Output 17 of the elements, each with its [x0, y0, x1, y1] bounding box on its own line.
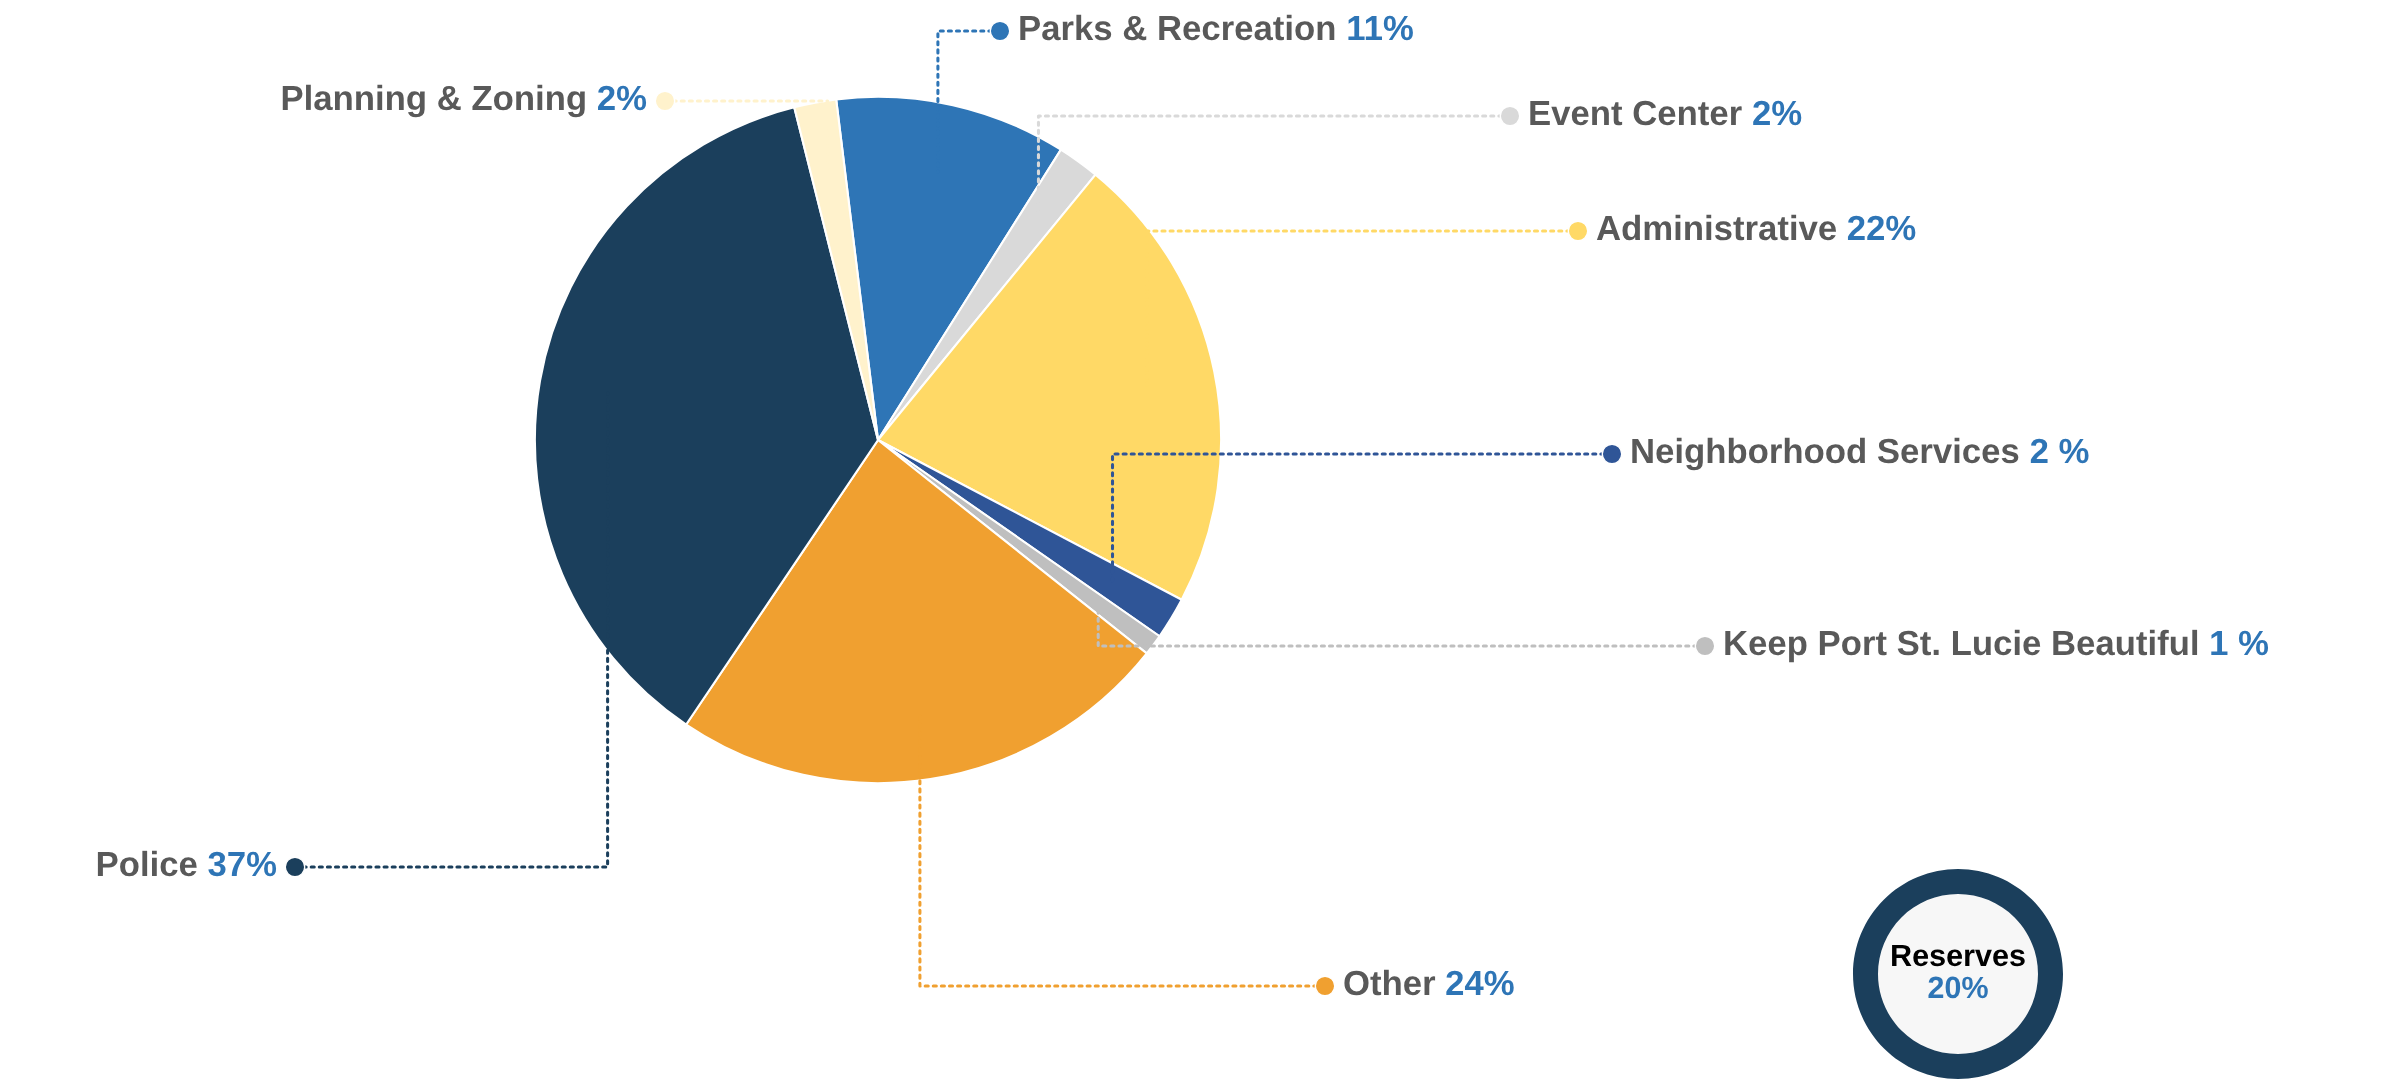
data-label: 24% — [1446, 970, 1514, 996]
legend-label: Event Center — [1530, 100, 1742, 126]
data-label: 2% — [598, 85, 647, 111]
data-label: 2% — [1753, 100, 1802, 126]
data-label: 11% — [1348, 15, 1413, 41]
slice-label: Planning & Zoning — [282, 84, 585, 118]
data-label: 2 % — [2030, 438, 2089, 464]
legend-label: Keep Port St. Lucie Beautiful — [1725, 629, 2198, 663]
data-label: 22% — [1847, 215, 1916, 241]
data-label: 37% — [208, 851, 277, 877]
slice-label: Police — [97, 850, 197, 877]
legend-label: Parks & Recreation — [1020, 14, 1335, 41]
legend-label: Other — [1344, 969, 1436, 996]
data-label: 1 % — [2211, 630, 2269, 656]
legend-label: Neighborhood Services — [1632, 437, 2019, 471]
text: Reserves 20% — [1892, 944, 2025, 999]
legend-label: Administrative — [1596, 214, 1837, 241]
